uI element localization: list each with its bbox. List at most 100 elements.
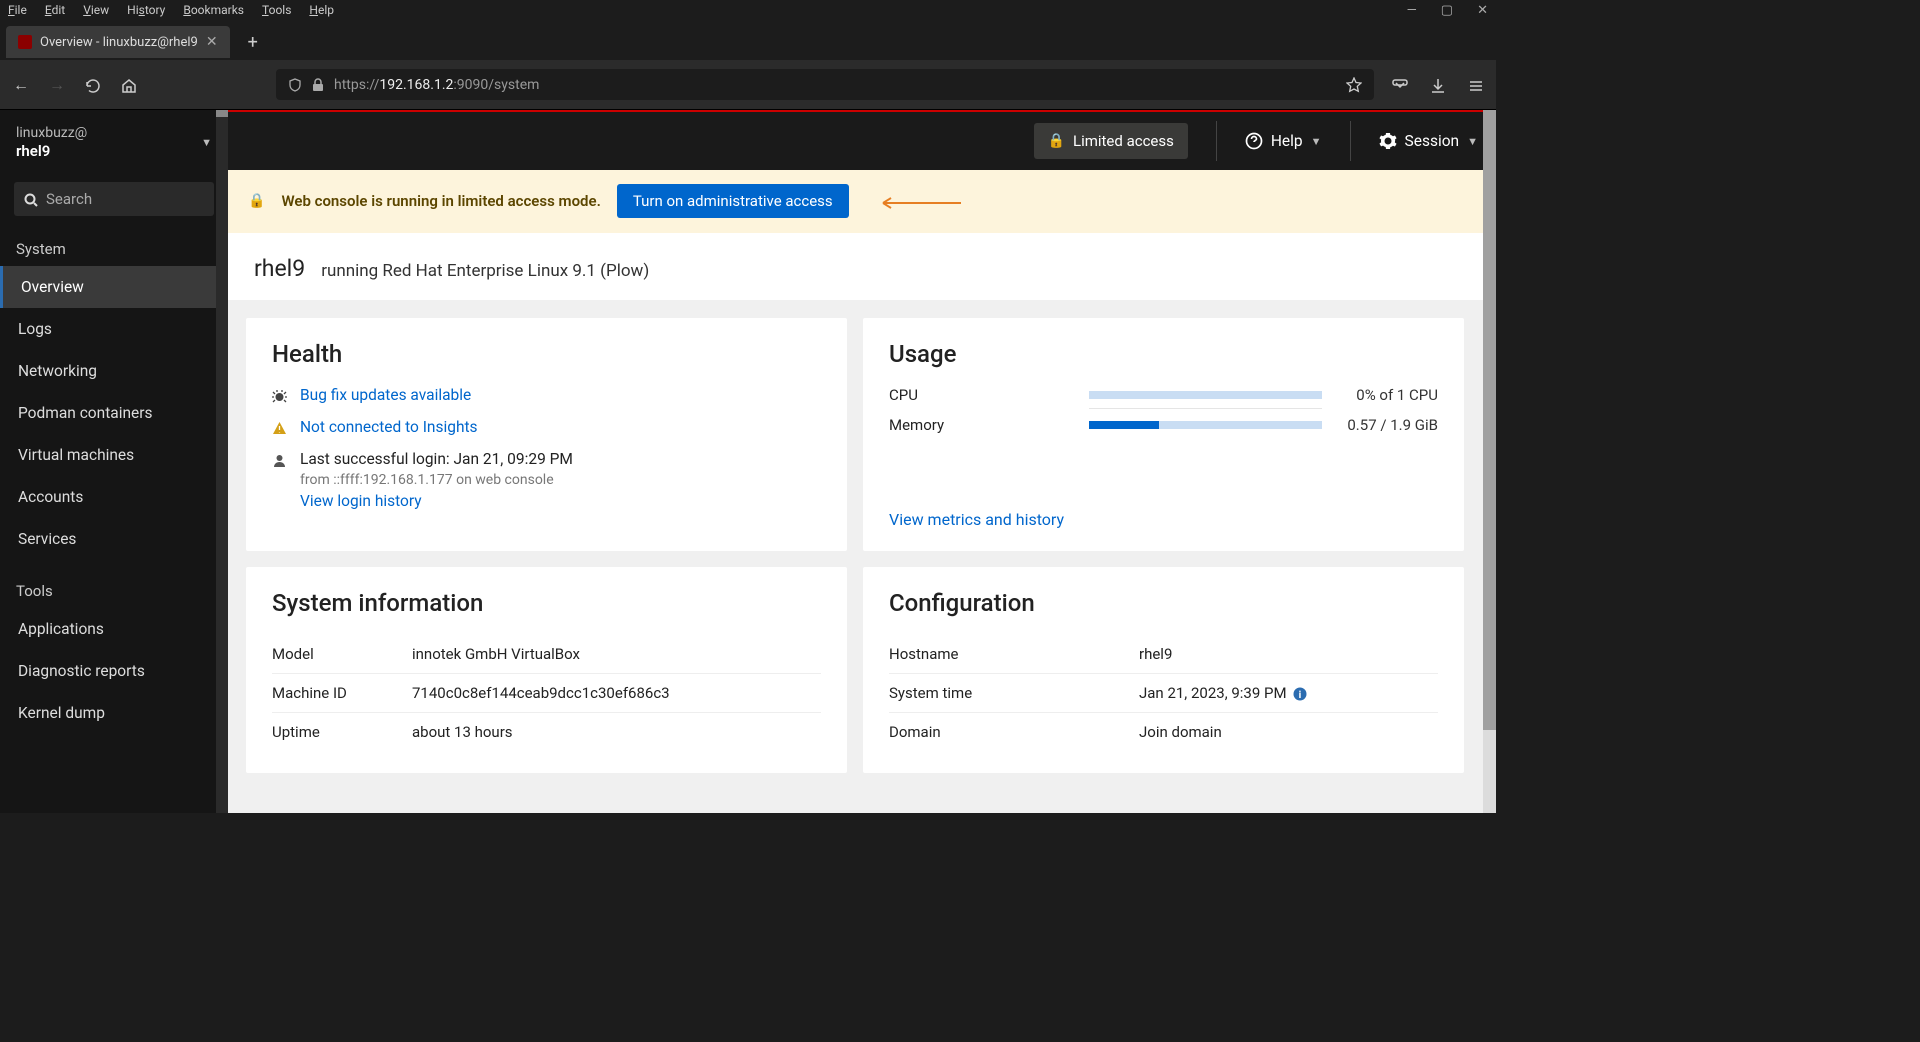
window-close-icon[interactable]: ✕ [1477, 3, 1488, 18]
app-menu-icon[interactable] [1468, 75, 1484, 94]
nav-logs[interactable]: Logs [0, 308, 228, 350]
nav-accounts[interactable]: Accounts [0, 476, 228, 518]
back-button[interactable]: ← [12, 75, 30, 95]
cpu-label: CPU [889, 386, 1089, 404]
info-val: about 13 hours [412, 723, 513, 741]
warning-icon [272, 420, 288, 436]
cpu-bar [1089, 391, 1322, 399]
pocket-icon[interactable] [1392, 75, 1408, 94]
tab-title: Overview - linuxbuzz@rhel9 [40, 35, 198, 50]
separator [1216, 121, 1217, 161]
lock-icon: 🔒 [248, 193, 265, 209]
config-val: Join domain [1139, 723, 1222, 741]
session-label: Session [1405, 132, 1460, 150]
config-card: Configuration Hostname rhel9 System time… [863, 567, 1464, 773]
login-history-link[interactable]: View login history [300, 492, 573, 510]
cpu-value: 0% of 1 CPU [1338, 386, 1438, 404]
health-title: Health [272, 340, 821, 368]
limited-access-chip[interactable]: 🔒 Limited access [1034, 123, 1188, 159]
forward-button[interactable]: → [48, 75, 66, 95]
session-menu[interactable]: Session ▼ [1379, 132, 1478, 151]
nav-applications[interactable]: Applications [0, 608, 228, 650]
turn-on-admin-button[interactable]: Turn on administrative access [617, 184, 849, 218]
nav-services[interactable]: Services [0, 518, 228, 560]
shield-icon [288, 77, 302, 93]
health-card: Health Bug fix updates available Not con… [246, 318, 847, 551]
chevron-down-icon: ▼ [201, 136, 212, 149]
url-text: https://192.168.1.2:9090/system [334, 77, 539, 93]
banner-message: Web console is running in limited access… [281, 192, 600, 210]
svg-text:i: i [1298, 690, 1301, 701]
bookmark-star-icon[interactable] [1346, 76, 1362, 92]
nav-podman[interactable]: Podman containers [0, 392, 228, 434]
sysinfo-card: System information Model innotek GmbH Vi… [246, 567, 847, 773]
page-host: rhel9 [254, 255, 305, 282]
info-row: Uptime about 13 hours [272, 713, 821, 751]
usage-title: Usage [889, 340, 1438, 368]
user-host: rhel9 [16, 142, 87, 162]
sysinfo-title: System information [272, 589, 821, 617]
menu-history[interactable]: History [127, 3, 165, 17]
main-scrollbar[interactable] [1483, 110, 1496, 813]
last-login-from: from ::ffff:192.168.1.177 on web console [300, 472, 573, 488]
help-menu[interactable]: Help ▼ [1245, 132, 1322, 151]
help-icon [1245, 132, 1263, 151]
info-key: Uptime [272, 723, 412, 741]
config-key: System time [889, 684, 1139, 702]
menu-file[interactable]: File [8, 3, 27, 17]
chevron-down-icon: ▼ [1467, 135, 1478, 148]
chevron-down-icon: ▼ [1311, 135, 1322, 148]
metrics-link[interactable]: View metrics and history [889, 510, 1064, 529]
config-key: Domain [889, 723, 1139, 741]
reload-button[interactable] [84, 75, 102, 94]
last-login: Last successful login: Jan 21, 09:29 PM [300, 450, 573, 468]
config-val: rhel9 [1139, 645, 1172, 663]
info-row: Model innotek GmbH VirtualBox [272, 635, 821, 674]
browser-menubar: File Edit View History Bookmarks Tools H… [0, 0, 1496, 20]
sidebar-scrollbar[interactable] [216, 110, 228, 813]
window-minimize-icon[interactable]: — [1407, 3, 1417, 18]
bug-icon [272, 388, 288, 404]
tab-favicon-icon [18, 35, 32, 49]
user-switcher[interactable]: linuxbuzz@ rhel9 ▼ [0, 110, 228, 176]
window-maximize-icon[interactable]: ▢ [1441, 3, 1453, 18]
config-key: Hostname [889, 645, 1139, 663]
tab-close-icon[interactable]: ✕ [206, 34, 218, 50]
bugfix-link[interactable]: Bug fix updates available [300, 386, 471, 404]
browser-tabbar: Overview - linuxbuzz@rhel9 ✕ + [0, 20, 1496, 60]
config-row: Domain Join domain [889, 713, 1438, 751]
config-title: Configuration [889, 589, 1438, 617]
user-name: linuxbuzz@ [16, 124, 87, 142]
usage-card: Usage CPU 0% of 1 CPU Memory 0.57 / 1.9 … [863, 318, 1464, 551]
info-val: innotek GmbH VirtualBox [412, 645, 580, 663]
sidebar-search[interactable]: Search [14, 182, 214, 216]
lock-icon [312, 77, 324, 93]
home-button[interactable] [120, 75, 138, 94]
nav-section-system: System [0, 228, 228, 266]
menu-help[interactable]: Help [309, 3, 334, 17]
config-row: System time Jan 21, 2023, 9:39 PM i [889, 674, 1438, 713]
insights-link[interactable]: Not connected to Insights [300, 418, 478, 436]
nav-networking[interactable]: Networking [0, 350, 228, 392]
sidebar: linuxbuzz@ rhel9 ▼ Search System Overvie… [0, 110, 228, 813]
nav-vms[interactable]: Virtual machines [0, 434, 228, 476]
memory-bar [1089, 421, 1322, 429]
url-bar[interactable]: https://192.168.1.2:9090/system [276, 69, 1374, 99]
new-tab-button[interactable]: + [240, 32, 266, 53]
memory-label: Memory [889, 416, 1089, 434]
menu-tools[interactable]: Tools [262, 3, 291, 17]
nav-kerneldump[interactable]: Kernel dump [0, 692, 228, 734]
menu-view[interactable]: View [83, 3, 109, 17]
page-subtitle: running Red Hat Enterprise Linux 9.1 (Pl… [321, 261, 649, 281]
main-content: 🔒 Limited access Help ▼ Session ▼ � [228, 110, 1496, 813]
lock-icon: 🔒 [1048, 133, 1065, 149]
info-key: Model [272, 645, 412, 663]
downloads-icon[interactable] [1430, 75, 1446, 94]
nav-diagnostic[interactable]: Diagnostic reports [0, 650, 228, 692]
nav-overview[interactable]: Overview [0, 266, 228, 308]
browser-tab[interactable]: Overview - linuxbuzz@rhel9 ✕ [6, 26, 230, 58]
info-icon[interactable]: i [1293, 684, 1307, 702]
menu-bookmarks[interactable]: Bookmarks [183, 3, 244, 17]
menu-edit[interactable]: Edit [45, 3, 65, 17]
cockpit-topbar: 🔒 Limited access Help ▼ Session ▼ [228, 110, 1496, 170]
